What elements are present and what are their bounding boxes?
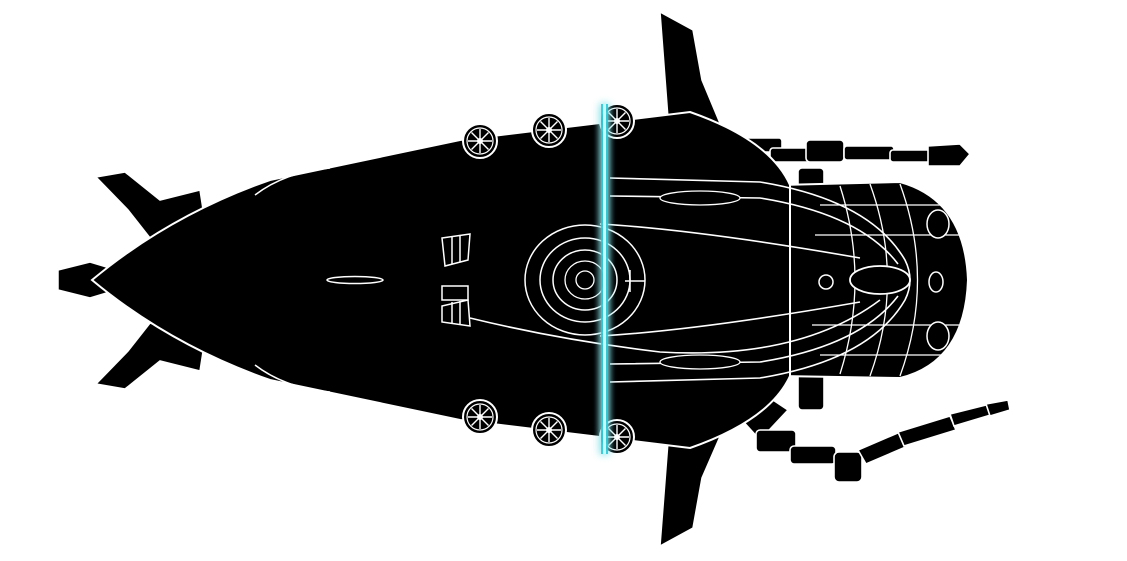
- main-hull: [90, 110, 791, 450]
- hatch-rungs: [441, 233, 471, 327]
- manipulator-arm-bottom: [738, 369, 1011, 483]
- front-port: [818, 274, 834, 290]
- thruster-bottom-1: [462, 399, 498, 435]
- scan-line[interactable]: [601, 104, 608, 454]
- front-sensor: [849, 265, 911, 295]
- thruster-top-1: [462, 123, 498, 159]
- bottom-fin: [659, 431, 724, 548]
- hull-side-bump-bottom: [254, 364, 331, 393]
- hull-side-bump-top: [254, 167, 331, 196]
- thruster-top-2: [531, 112, 567, 148]
- hull-vent-lower: [659, 354, 741, 370]
- top-fin: [659, 10, 724, 129]
- thruster-bottom-2: [531, 412, 567, 448]
- hull-vent-upper: [659, 190, 741, 206]
- manipulator-arm-top: [741, 137, 972, 210]
- rear-vent: [326, 275, 384, 285]
